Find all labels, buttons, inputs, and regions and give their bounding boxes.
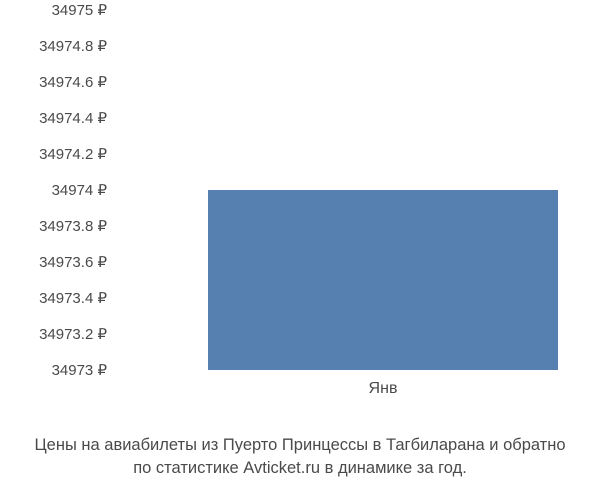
chart-area: 34975 ₽34974.8 ₽34974.6 ₽34974.4 ₽34974.… — [0, 10, 600, 390]
y-tick-label: 34974.8 ₽ — [39, 37, 107, 55]
y-tick-label: 34974.2 ₽ — [39, 145, 107, 163]
y-tick-label: 34973 ₽ — [52, 361, 107, 379]
y-tick-label: 34973.2 ₽ — [39, 325, 107, 343]
y-tick-label: 34973.4 ₽ — [39, 289, 107, 307]
y-tick-label: 34973.6 ₽ — [39, 253, 107, 271]
y-tick-label: 34974.4 ₽ — [39, 109, 107, 127]
y-tick-label: 34973.8 ₽ — [39, 217, 107, 235]
y-tick-label: 34974 ₽ — [52, 181, 107, 199]
y-tick-label: 34975 ₽ — [52, 1, 107, 19]
chart-caption: Цены на авиабилеты из Пуерто Принцессы в… — [0, 434, 600, 480]
y-tick-label: 34974.6 ₽ — [39, 73, 107, 91]
caption-line-1: Цены на авиабилеты из Пуерто Принцессы в… — [0, 434, 600, 457]
bar — [208, 190, 558, 370]
y-axis: 34975 ₽34974.8 ₽34974.6 ₽34974.4 ₽34974.… — [0, 10, 115, 390]
x-tick-label: Янв — [369, 380, 398, 398]
caption-line-2: по статистике Avticket.ru в динамике за … — [0, 457, 600, 480]
plot-region: Янв — [118, 10, 588, 370]
